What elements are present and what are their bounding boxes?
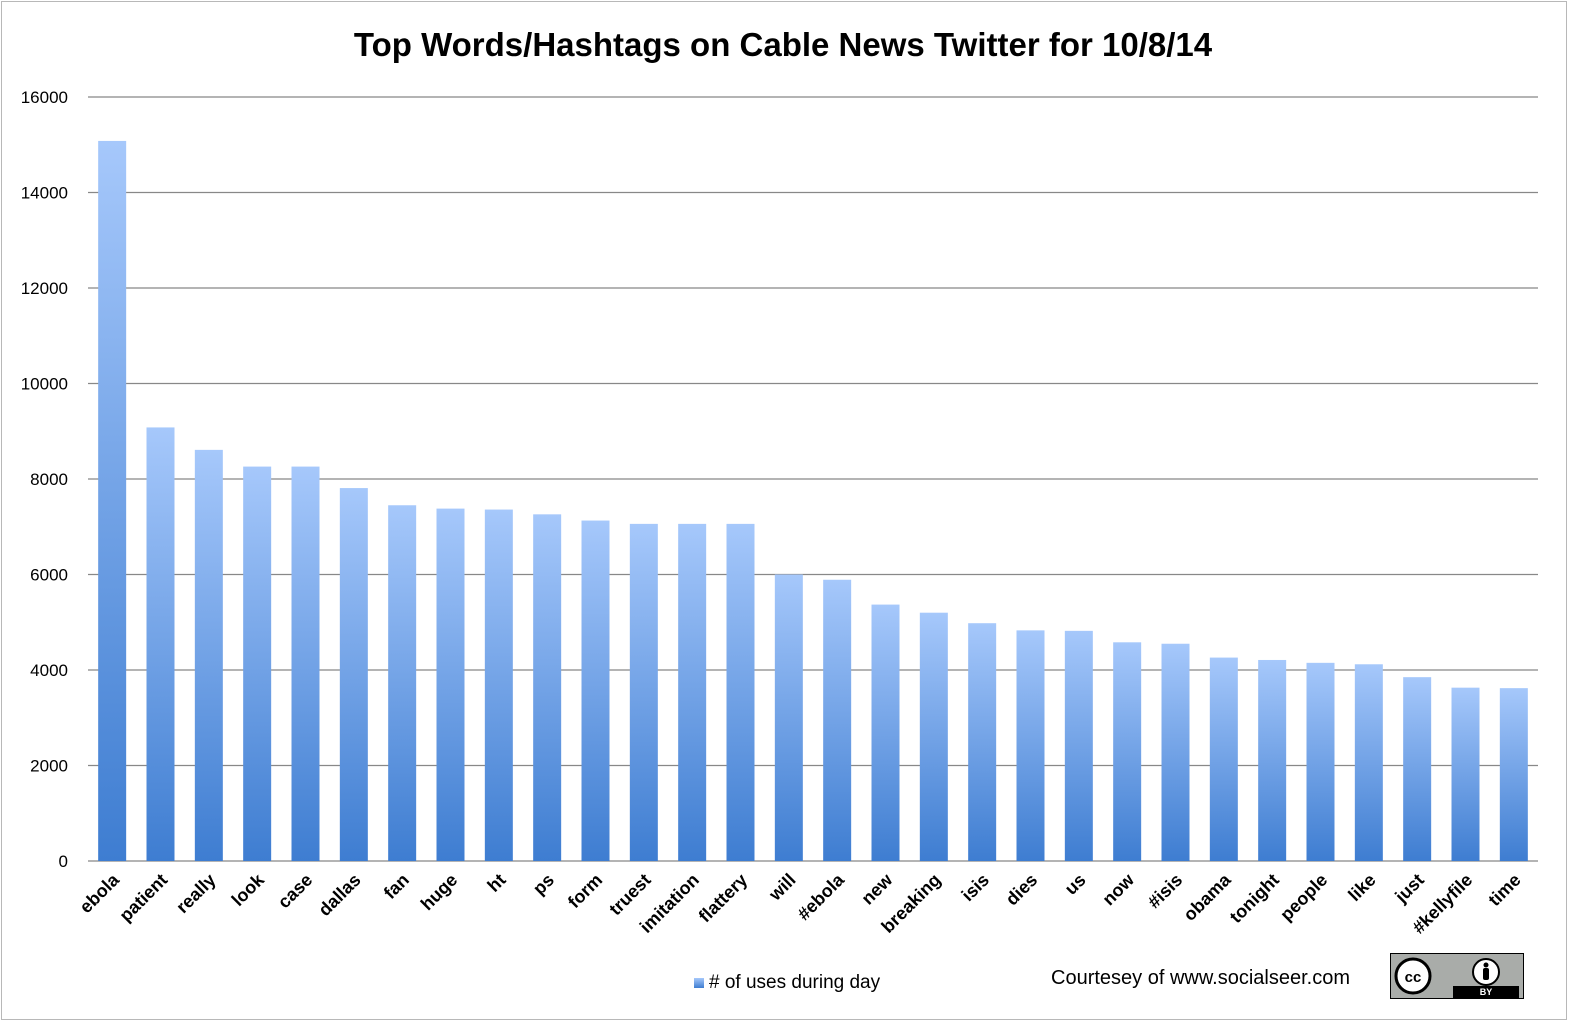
bar-patient [146,427,175,861]
bars [98,140,1528,861]
grid-lines [88,96,1538,862]
y-tick-label: 12000 [21,279,68,298]
svg-text:cc: cc [1405,969,1422,986]
bar-like [1354,664,1383,861]
x-tick-label: obama [1179,869,1235,925]
bar-really [194,449,223,861]
bar-ebola [823,579,852,861]
legend-label: # of uses during day [709,972,881,993]
bar-fan [388,505,417,861]
y-tick-label: 16000 [21,88,68,107]
y-axis-ticks: 0 2000 4000 6000 8000 10000 12000 14000 16000 [21,88,68,871]
bar-dallas [339,488,368,861]
x-tick-label: case [274,870,316,912]
x-tick-label: will [764,870,799,905]
x-tick-label: dies [1002,870,1042,910]
x-tick-label: really [172,870,219,917]
bar-truest [629,523,658,861]
bar-us [1064,630,1093,861]
y-tick-label: 8000 [30,470,68,489]
bar-huge [436,508,465,861]
legend: # of uses during day [694,972,880,994]
x-tick-label: ht [483,870,509,896]
x-tick-label: look [228,869,269,910]
bar-case [291,466,320,861]
x-tick-label: just [1391,870,1428,907]
person-icon [1472,958,1500,986]
x-tick-label: patient [115,870,171,926]
bar-ps [533,514,562,861]
x-tick-label: #ebola [794,869,849,924]
y-tick-label: 0 [59,852,68,871]
bar-isis [968,623,997,861]
x-tick-label: dallas [314,870,364,920]
y-tick-label: 6000 [30,566,68,585]
bar-look [243,466,272,861]
x-tick-label: form [564,870,606,912]
x-tick-label: tonight [1226,870,1283,927]
bar-people [1306,662,1335,861]
bar-breaking [919,612,948,861]
x-tick-label: time [1484,870,1524,910]
x-tick-label: like [1344,870,1379,905]
x-tick-label: #isis [1144,870,1186,912]
bar-tonight [1258,659,1287,861]
bar-time [1499,688,1528,861]
credit-text: Courtesey of www.socialseer.com [1051,967,1351,989]
x-tick-label: fan [380,870,413,903]
x-tick-label: isis [958,870,993,905]
bar-new [871,604,900,861]
chart-title: Top Words/Hashtags on Cable News Twitter… [353,26,1213,63]
bar-ebola [98,140,127,861]
x-tick-label: now [1098,869,1138,909]
bar-form [581,520,610,861]
bar-ht [484,509,513,861]
bar-isis [1161,643,1190,861]
bar-dies [1016,630,1045,861]
x-tick-label: new [857,869,897,909]
by-label: BY [1453,986,1519,998]
x-tick-label: people [1276,870,1331,925]
bar-will [774,574,803,861]
x-tick-label: us [1061,870,1090,899]
x-tick-label: huge [417,870,462,915]
y-tick-label: 14000 [21,184,68,203]
y-tick-label: 10000 [21,375,68,394]
bar-flattery [726,523,755,861]
legend-swatch [694,978,704,988]
x-tick-label: flattery [695,870,752,927]
bar-imitation [678,523,707,861]
y-tick-label: 2000 [30,757,68,776]
bar-kellyfile [1451,687,1480,861]
y-tick-label: 4000 [30,661,68,680]
x-tick-label: ps [529,870,558,899]
cc-by-icon: cc BY [1390,953,1524,999]
bar-just [1403,677,1432,861]
cc-icon: cc [1394,957,1432,995]
bar-now [1113,642,1142,861]
bar-obama [1209,657,1238,861]
